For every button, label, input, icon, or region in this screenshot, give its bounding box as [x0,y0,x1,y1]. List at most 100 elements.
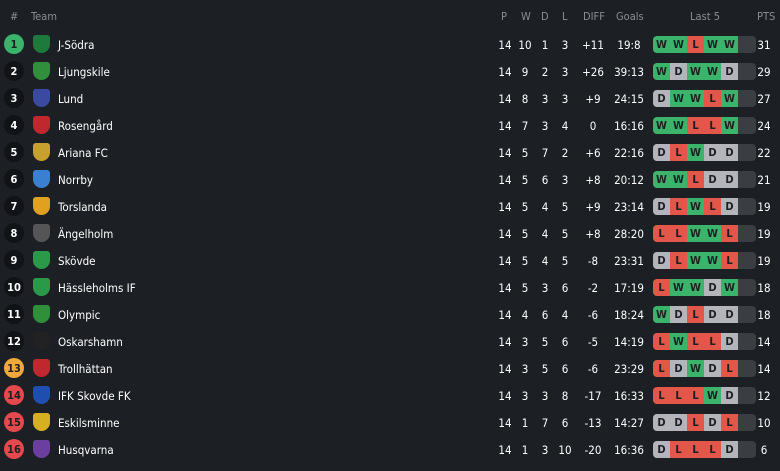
form-result[interactable]: D [670,306,687,323]
team-name[interactable]: Skövde [58,254,96,268]
form-result[interactable]: W [687,63,704,80]
form-result[interactable]: L [687,414,704,431]
form-result[interactable]: W [670,117,687,134]
header-w[interactable]: W [521,10,531,23]
table-row[interactable]: 12 Oskarshamn 14 3 5 6 -5 14:19 14 L W L L D [0,328,780,355]
table-row[interactable]: 3 Lund 14 8 3 3 +9 24:15 27 D W W L W [0,85,780,112]
table-row[interactable]: 2 Ljungskile 14 9 2 3 +26 39:13 29 W D W W D [0,58,780,85]
header-l[interactable]: L [562,10,568,23]
table-row[interactable]: 6 Norrby 14 5 6 3 +8 20:12 21 W W L D D [0,166,780,193]
form-result[interactable]: L [687,387,704,404]
form-result[interactable]: W [704,225,721,242]
form-result[interactable]: W [670,171,687,188]
form-result[interactable]: D [721,333,738,350]
team-name[interactable]: Eskilsminne [58,416,120,430]
form-result[interactable]: W [721,90,738,107]
form-result[interactable]: W [704,252,721,269]
team-name[interactable]: Torslanda [58,200,108,214]
form-result[interactable]: W [721,117,738,134]
form-result[interactable]: D [704,171,721,188]
form-result[interactable]: L [687,441,704,458]
form-result[interactable]: W [687,144,704,161]
form-result[interactable]: L [704,90,721,107]
header-diff[interactable]: DIFF [583,10,605,23]
table-row[interactable]: 1 J-Södra 14 10 1 3 +11 19:8 31 W W L W W [0,31,780,58]
team-name[interactable]: Oskarshamn [58,335,123,349]
form-result[interactable]: D [721,63,738,80]
team-name[interactable]: Husqvarna [58,443,114,457]
form-result[interactable]: W [687,252,704,269]
team-name[interactable]: Olympic [58,308,101,322]
team-name[interactable]: Lund [58,92,84,106]
form-result[interactable]: D [721,198,738,215]
form-result[interactable]: W [704,36,721,53]
form-result[interactable]: W [670,333,687,350]
header-team[interactable]: Team [31,10,57,23]
form-result[interactable]: D [653,144,670,161]
team-name[interactable]: Ljungskile [58,65,110,79]
form-result[interactable]: L [670,198,687,215]
form-result[interactable]: D [721,387,738,404]
team-name[interactable]: J-Södra [58,38,95,52]
table-row[interactable]: 14 IFK Skovde FK 14 3 3 8 -17 16:33 12 L L L W D [0,382,780,409]
form-result[interactable]: W [704,63,721,80]
team-name[interactable]: Ariana FC [58,146,108,160]
form-result[interactable]: L [670,441,687,458]
form-result[interactable]: W [704,387,721,404]
team-name[interactable]: Rosengård [58,119,113,133]
form-result[interactable]: D [653,441,670,458]
header-pts[interactable]: PTS [757,10,776,23]
form-result[interactable]: D [704,144,721,161]
form-result[interactable]: L [670,225,687,242]
form-result[interactable]: D [704,306,721,323]
form-result[interactable]: L [653,225,670,242]
table-row[interactable]: 15 Eskilsminne 14 1 7 6 -13 14:27 10 D D L D L [0,409,780,436]
table-row[interactable]: 16 Husqvarna 14 1 3 10 -20 16:36 6 D L L L D [0,436,780,463]
form-result[interactable]: W [687,225,704,242]
form-result[interactable]: L [721,360,738,377]
form-result[interactable]: W [721,36,738,53]
form-result[interactable]: W [687,360,704,377]
form-result[interactable]: D [721,171,738,188]
team-name[interactable]: Norrby [58,173,94,187]
header-goals[interactable]: Goals [616,10,644,23]
team-name[interactable]: Ängelholm [58,227,114,241]
table-row[interactable]: 8 Ängelholm 14 5 4 5 +8 28:20 19 L L W W L [0,220,780,247]
form-result[interactable]: L [653,387,670,404]
table-row[interactable]: 13 Trollhättan 14 3 5 6 -6 23:29 14 L D W D L [0,355,780,382]
form-result[interactable]: L [704,333,721,350]
form-result[interactable]: W [670,279,687,296]
form-result[interactable]: D [721,441,738,458]
form-result[interactable]: L [721,252,738,269]
table-row[interactable]: 11 Olympic 14 4 6 4 -6 18:24 18 W D L D D [0,301,780,328]
team-name[interactable]: IFK Skovde FK [58,389,131,403]
form-result[interactable]: D [670,414,687,431]
form-result[interactable]: W [653,117,670,134]
form-result[interactable]: L [670,252,687,269]
form-result[interactable]: D [704,414,721,431]
form-result[interactable]: W [687,279,704,296]
form-result[interactable]: L [653,333,670,350]
form-result[interactable]: D [653,90,670,107]
header-d[interactable]: D [541,10,549,23]
form-result[interactable]: D [721,306,738,323]
form-result[interactable]: D [653,198,670,215]
form-result[interactable]: L [687,171,704,188]
form-result[interactable]: D [670,63,687,80]
form-result[interactable]: L [670,387,687,404]
form-result[interactable]: L [687,117,704,134]
table-row[interactable]: 5 Ariana FC 14 5 7 2 +6 22:16 22 D L W D D [0,139,780,166]
table-row[interactable]: 9 Skövde 14 5 4 5 -8 23:31 19 D L W W L [0,247,780,274]
form-result[interactable]: D [670,360,687,377]
header-p[interactable]: P [501,10,507,23]
form-result[interactable]: W [653,306,670,323]
form-result[interactable]: D [653,252,670,269]
form-result[interactable]: D [704,279,721,296]
table-row[interactable]: 7 Torslanda 14 5 4 5 +9 23:14 19 D L W L D [0,193,780,220]
form-result[interactable]: W [670,36,687,53]
form-result[interactable]: W [653,63,670,80]
form-result[interactable]: L [670,144,687,161]
form-result[interactable]: L [721,414,738,431]
form-result[interactable]: L [704,198,721,215]
form-result[interactable]: L [721,225,738,242]
